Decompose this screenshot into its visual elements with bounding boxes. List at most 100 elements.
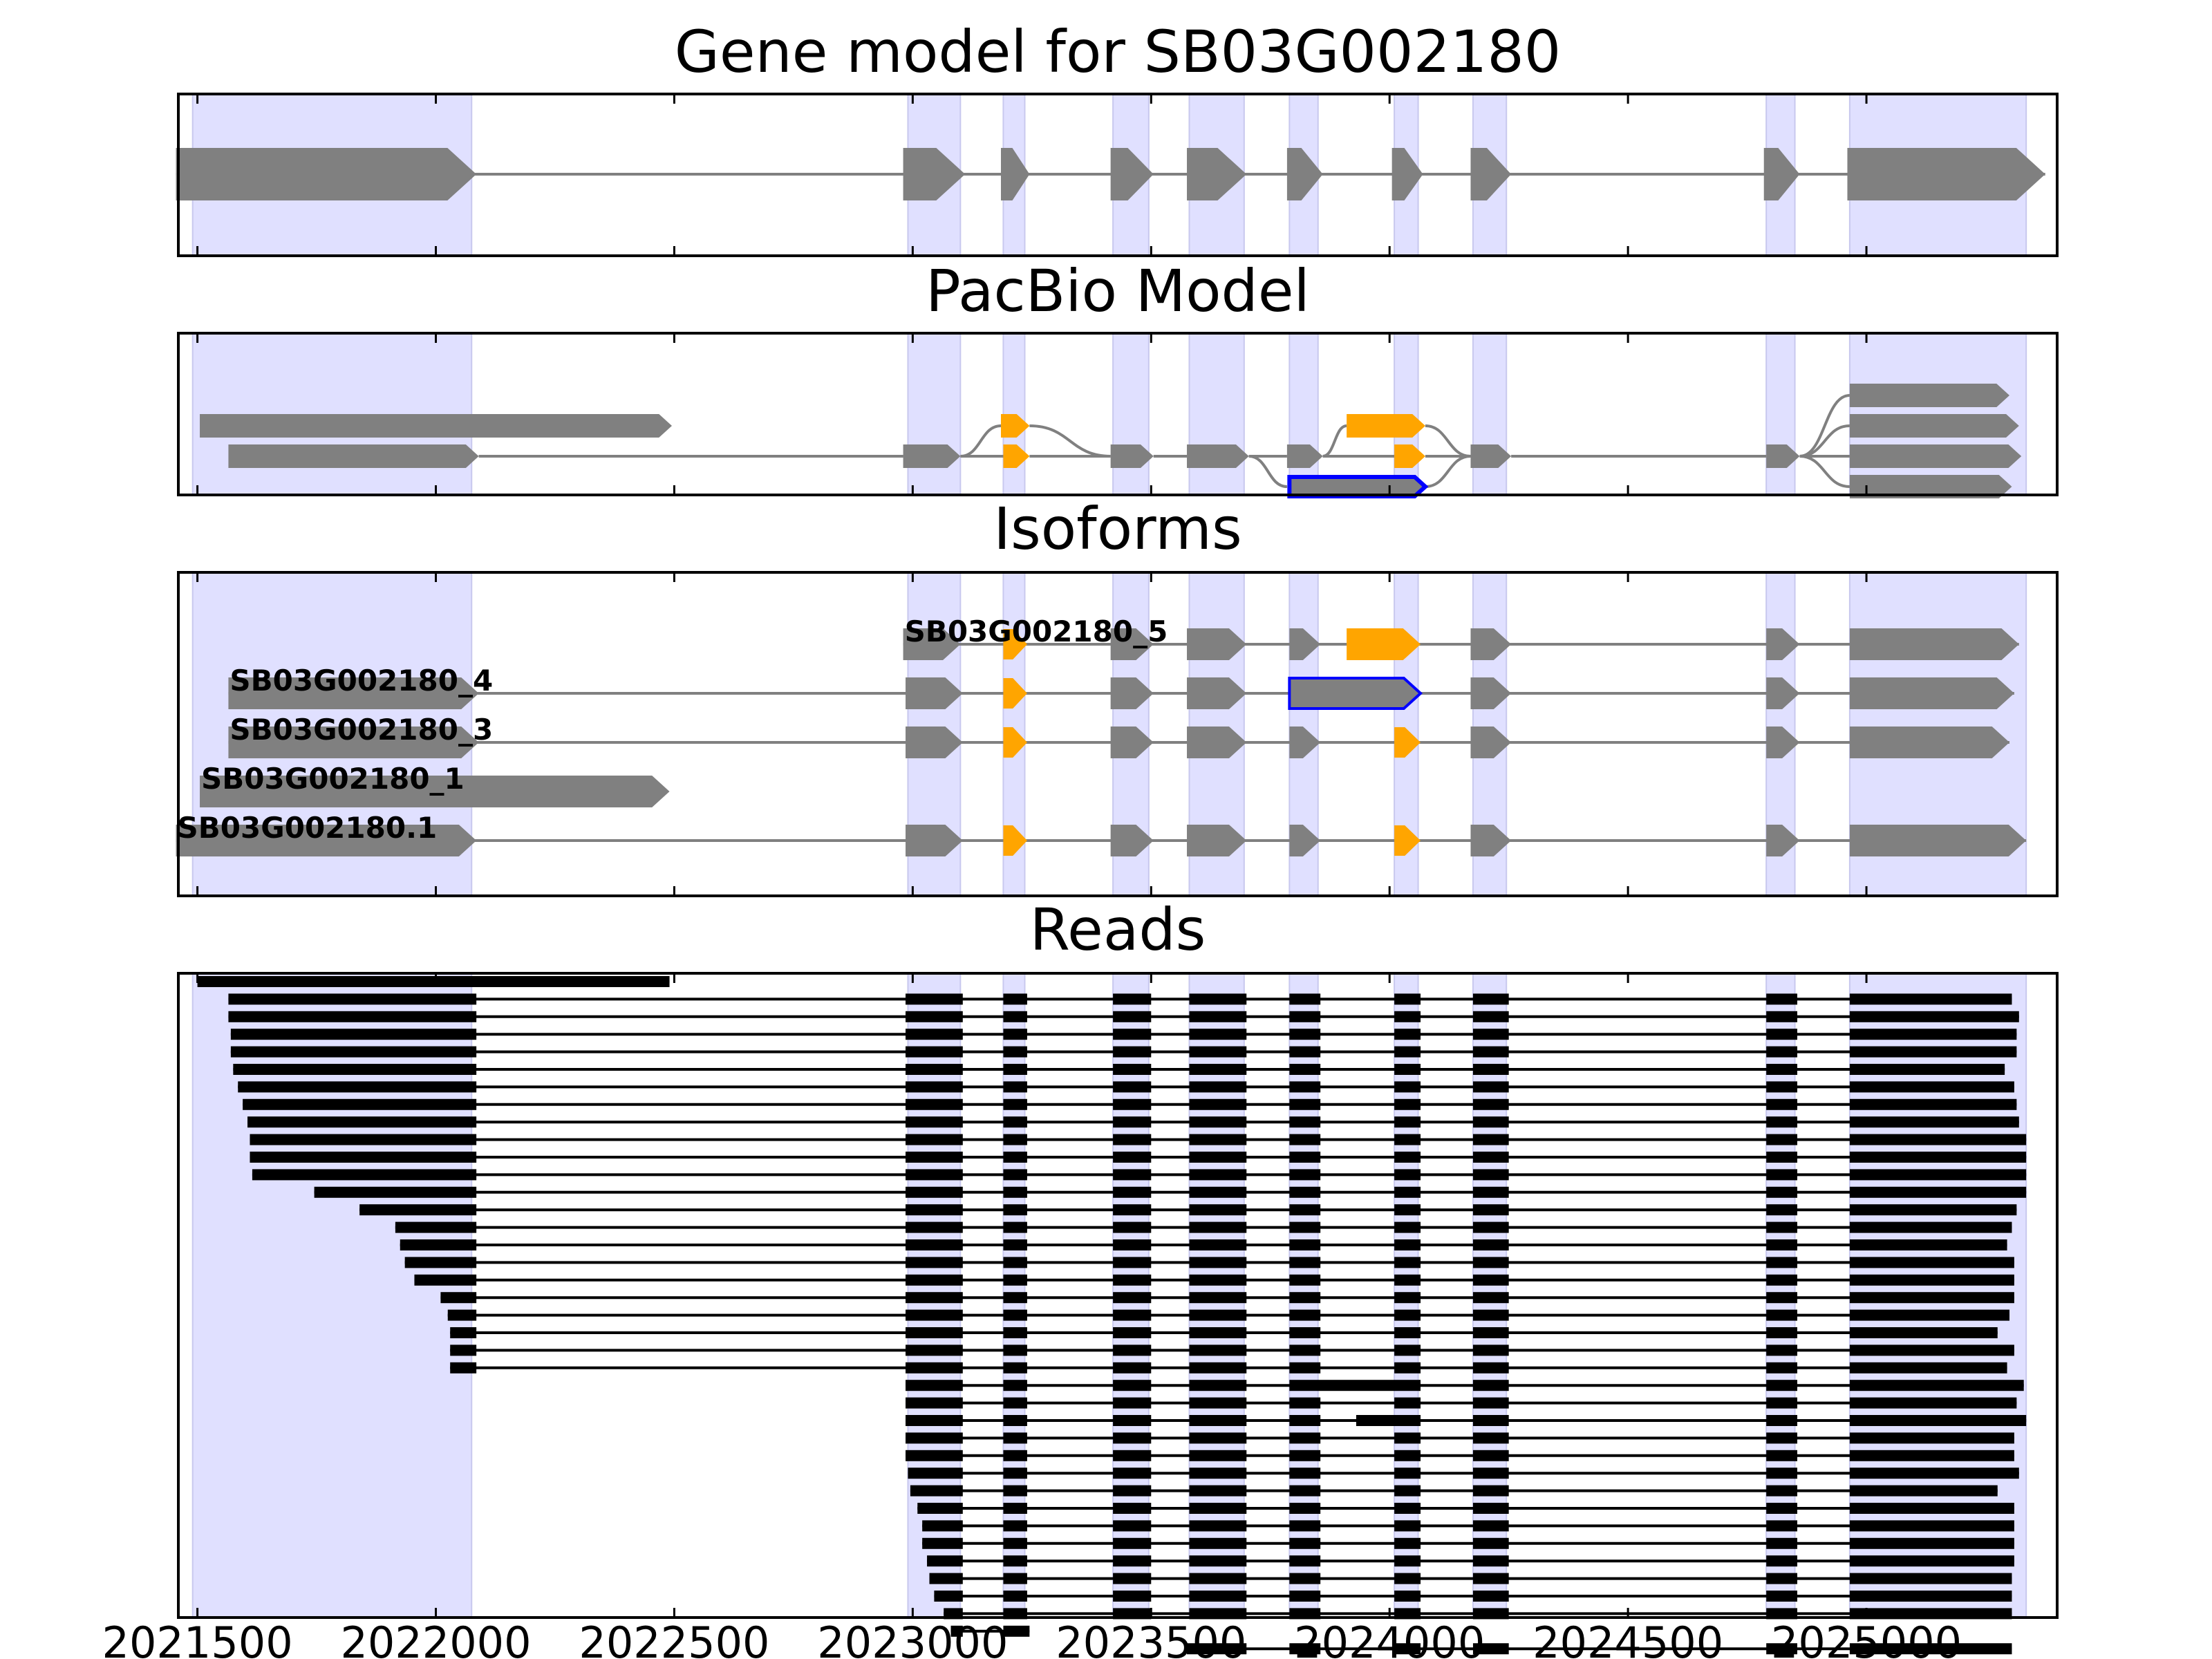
read-block: [1289, 1292, 1321, 1304]
read-block: [1472, 1239, 1509, 1250]
splice-curve: [1425, 424, 1471, 458]
read-block: [910, 1485, 963, 1497]
exon-arrow: [1766, 825, 1800, 856]
read-block: [1189, 1503, 1247, 1514]
read-block: [1472, 1221, 1509, 1233]
read-block: [1113, 1169, 1152, 1181]
read-block: [906, 1450, 963, 1461]
read-block: [243, 1098, 477, 1110]
read-block: [1472, 1116, 1509, 1128]
read-block: [1003, 1152, 1027, 1163]
exon-arrow: [228, 444, 479, 468]
read-block: [1849, 1450, 2014, 1461]
read-block: [1849, 1274, 2014, 1286]
read-block: [1003, 1186, 1027, 1198]
read-block: [1849, 1011, 2019, 1022]
exon-arrow: [1110, 677, 1154, 709]
read-block: [1003, 1169, 1027, 1181]
read-block: [1472, 1081, 1509, 1093]
read-block: [1472, 1537, 1509, 1549]
read-block: [1394, 1344, 1421, 1356]
read-block: [1113, 1064, 1152, 1075]
exon-arrow: [1766, 727, 1800, 758]
read-block: [1849, 1362, 2007, 1374]
read-block: [230, 1029, 477, 1040]
read-block: [1849, 1257, 2014, 1268]
x-tick-label: 2021500: [102, 1618, 293, 1659]
read-block: [1003, 1116, 1027, 1128]
x-tick-label: 2025000: [1771, 1618, 1962, 1659]
read-block: [1113, 1344, 1152, 1356]
exon-arrow: [903, 444, 961, 468]
read-block: [906, 1152, 963, 1163]
read-block: [1189, 1450, 1247, 1461]
read-block: [1113, 1221, 1152, 1233]
read-block: [1003, 1011, 1027, 1022]
read-block: [1113, 1309, 1152, 1321]
read-block: [450, 1362, 477, 1374]
read-block: [1003, 1555, 1027, 1567]
read-block: [1766, 1362, 1798, 1374]
read-block: [400, 1239, 477, 1250]
read-block: [252, 1169, 477, 1181]
read-block: [1766, 1485, 1798, 1497]
read-block: [1289, 1169, 1321, 1181]
read-block: [1289, 1503, 1321, 1514]
read-block: [1849, 1309, 2010, 1321]
read-block: [1113, 1011, 1152, 1022]
read-block: [1113, 1029, 1152, 1040]
panel-title: Isoforms: [993, 495, 1242, 563]
read-block: [1289, 1468, 1321, 1479]
exon-arrow: [1849, 384, 2010, 407]
read-block: [1849, 1591, 2012, 1602]
splice-curve: [1799, 424, 1850, 458]
read-block: [1766, 1064, 1798, 1075]
read-block: [1189, 1029, 1247, 1040]
exon-arrow: [1849, 727, 2010, 758]
read-block: [1394, 1186, 1421, 1198]
exon-arrow: [1470, 628, 1512, 660]
read-block: [1113, 1257, 1152, 1268]
read-block: [1189, 1415, 1247, 1426]
plot-frame: [177, 332, 2059, 496]
read-block: [1766, 1098, 1798, 1110]
read-block: [1849, 1186, 2027, 1198]
read-block: [1394, 1485, 1421, 1497]
read-block: [1766, 1186, 1798, 1198]
read-block: [1766, 1344, 1798, 1356]
exon-arrow: [1187, 825, 1247, 856]
read-block: [450, 1327, 477, 1338]
read-block: [1766, 1309, 1798, 1321]
read-block: [1113, 1537, 1152, 1549]
read-block: [906, 1221, 963, 1233]
alt-exon-arrow: [1000, 414, 1030, 438]
read-block: [1766, 1152, 1798, 1163]
read-block: [247, 1116, 477, 1128]
exon-arrow: [906, 677, 963, 709]
read-block: [1766, 1257, 1798, 1268]
read-block: [1113, 1555, 1152, 1567]
read-block: [1003, 1029, 1027, 1040]
read-block: [1003, 1064, 1027, 1075]
read-block: [414, 1274, 477, 1286]
read-block: [1289, 1064, 1321, 1075]
read-block: [1003, 1274, 1027, 1286]
read-block: [1289, 1221, 1321, 1233]
read-block: [1849, 1555, 2014, 1567]
panel-title: Gene model for SB03G002180: [675, 18, 1561, 86]
read-block: [1766, 1081, 1798, 1093]
alt-exon-arrow: [1394, 727, 1421, 758]
splice-curve: [960, 424, 1002, 458]
read-block: [1766, 1380, 1798, 1391]
read-block: [404, 1257, 477, 1268]
read-block: [1394, 1064, 1421, 1075]
exon-arrow: [1849, 444, 2022, 468]
exon-arrow: [1110, 444, 1154, 468]
x-tick-label: 2022500: [579, 1618, 769, 1659]
read-block: [1472, 1046, 1509, 1058]
read-block: [1472, 1643, 1509, 1655]
exon-arrow: [200, 776, 670, 807]
read-block: [1189, 1327, 1247, 1338]
x-tick-label: 2024500: [1533, 1618, 1723, 1659]
plot-frame: [177, 972, 2059, 1619]
